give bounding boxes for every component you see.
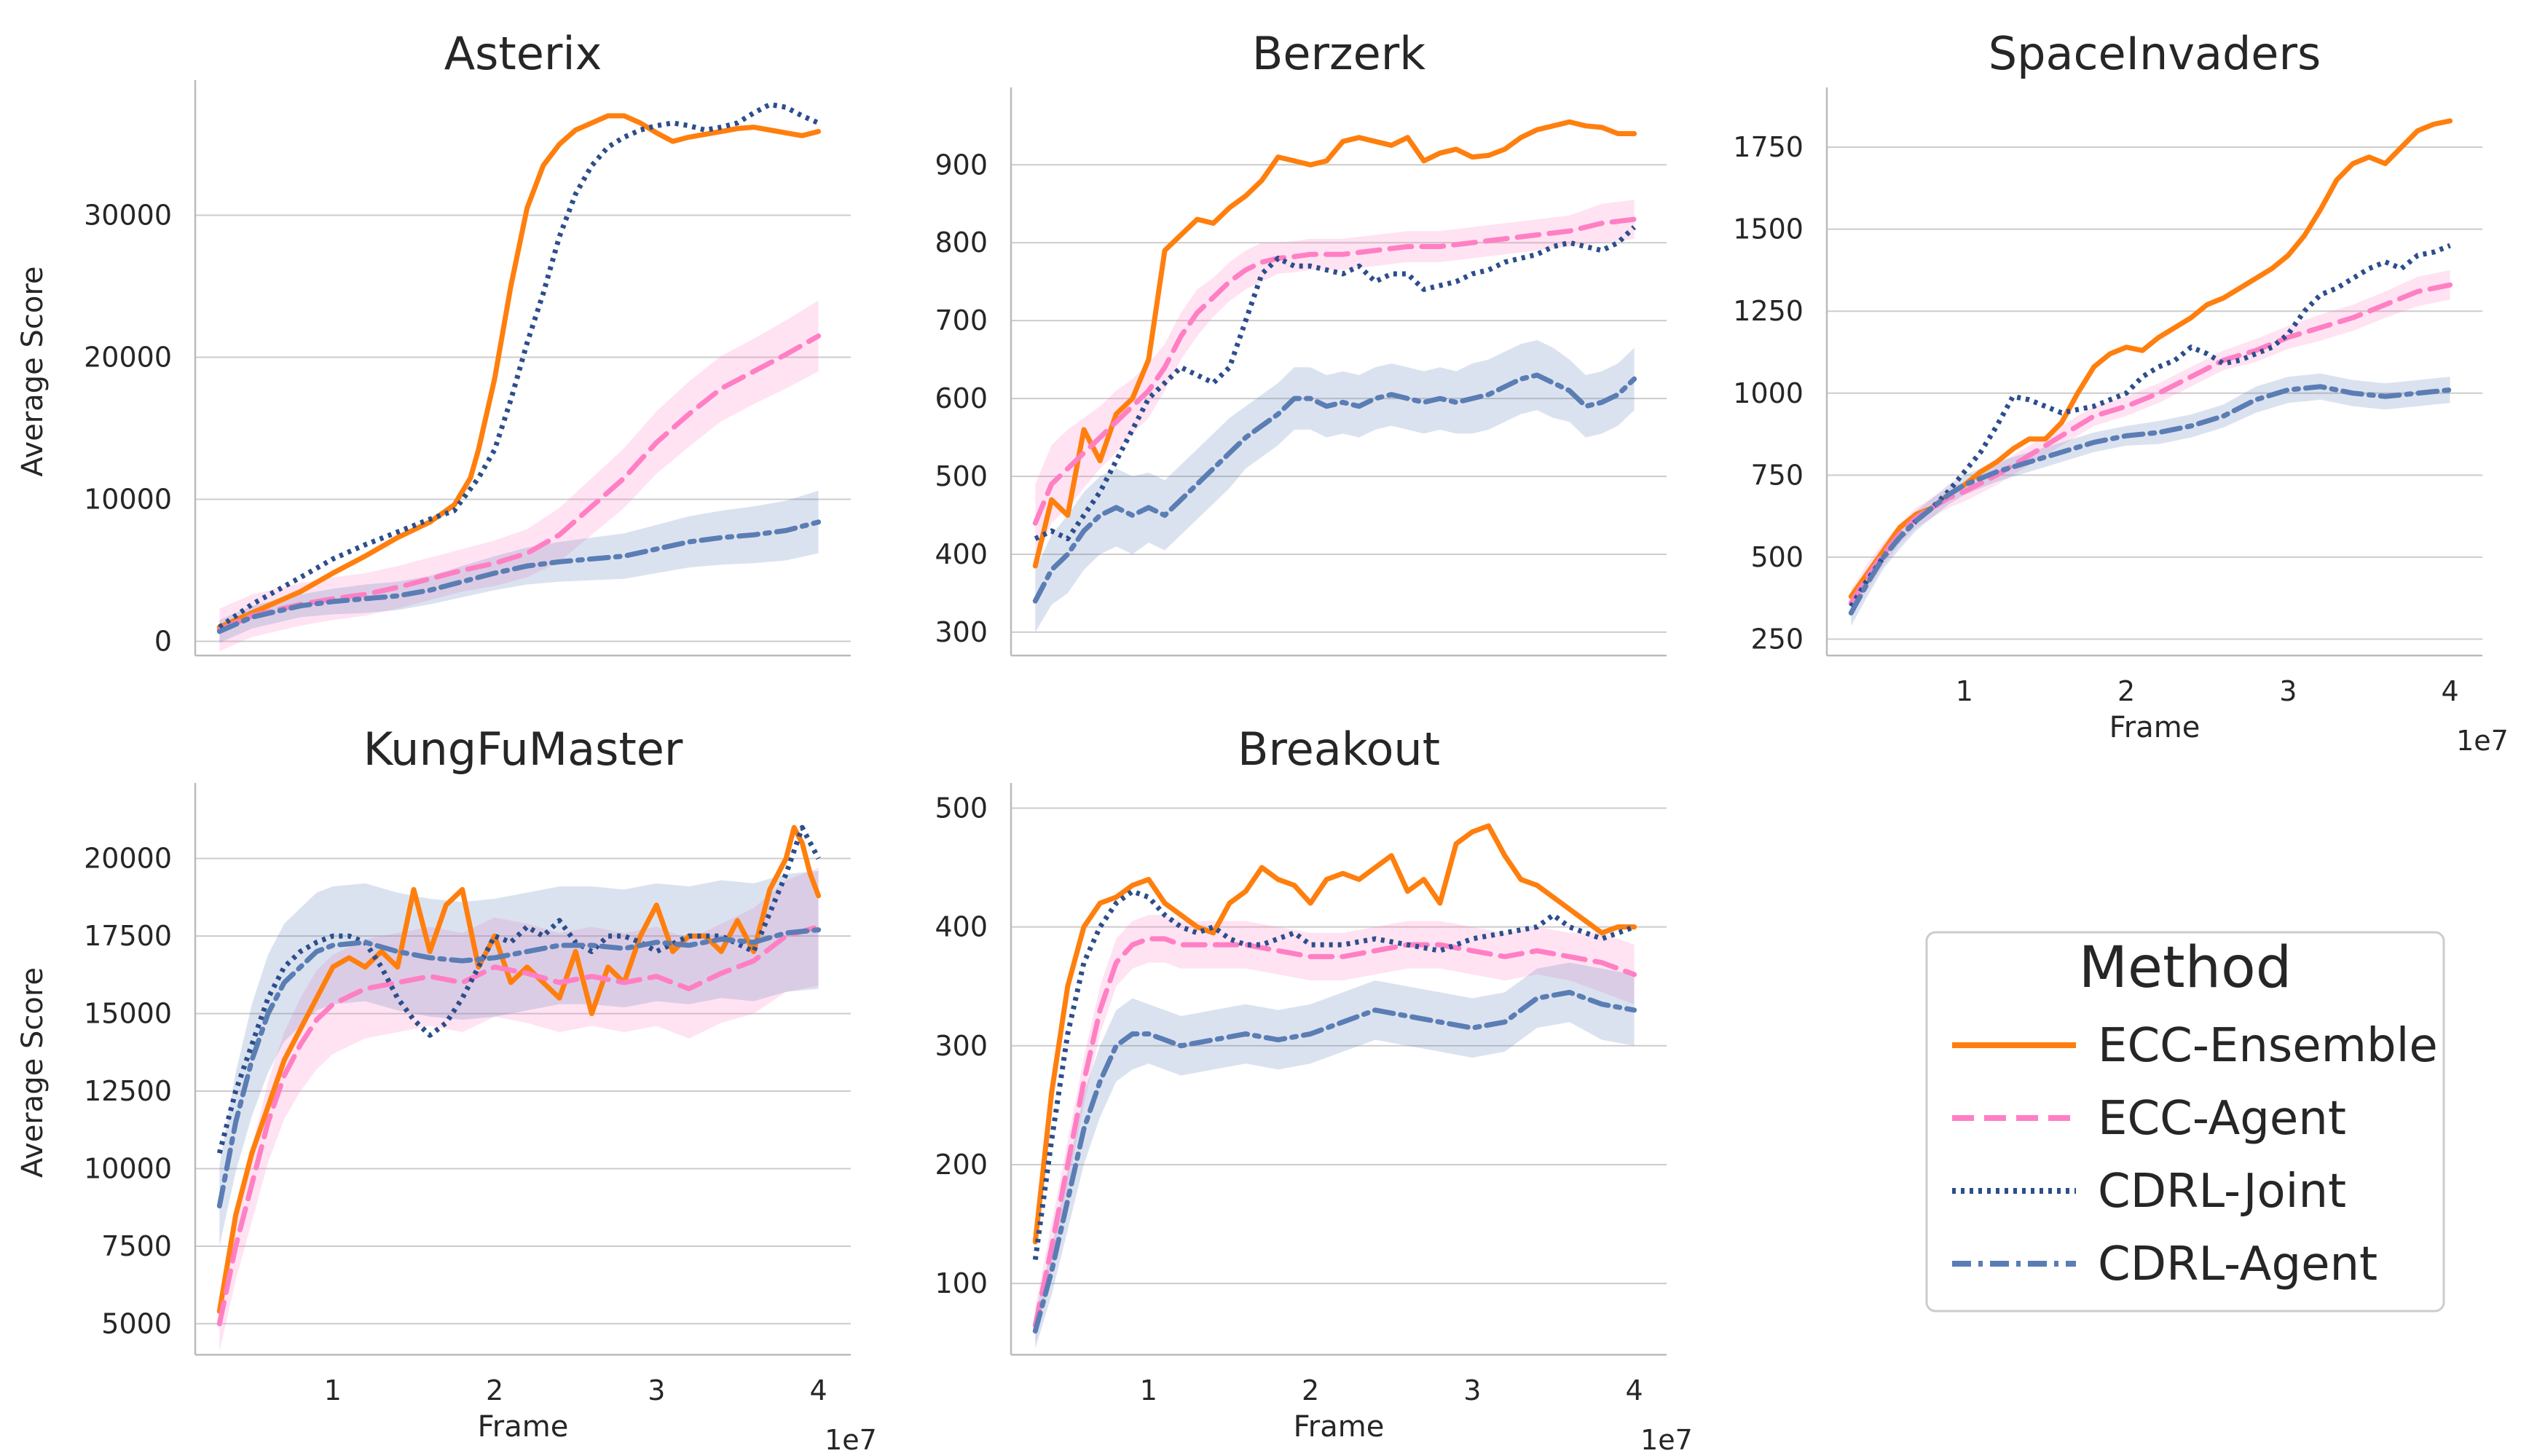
- x-tick-label: 3: [2279, 675, 2297, 707]
- x-axis-label: Frame: [478, 1410, 569, 1444]
- y-tick-label: 400: [935, 911, 988, 943]
- legend-label: ECC-Ensemble: [2098, 1019, 2438, 1073]
- series-cdrl-agent: [1848, 384, 2453, 615]
- series-cdrl-joint: [218, 101, 820, 629]
- y-tick-label: 20000: [84, 342, 172, 374]
- x-tick-label: 1: [1956, 675, 1973, 707]
- legend-frame: [1925, 931, 2445, 1313]
- legend-label: CDRL-Agent: [2098, 1237, 2378, 1291]
- y-tick-label: 1000: [1733, 377, 1804, 409]
- y-tick-label: 5000: [101, 1307, 172, 1339]
- series-cdrl-joint: [1032, 889, 1635, 1260]
- y-tick-label: 1750: [1733, 131, 1804, 163]
- x-tick-label: 2: [486, 1374, 503, 1406]
- y-tick-label: 600: [935, 382, 988, 414]
- x-multiplier: 1e7: [2456, 725, 2509, 757]
- y-tick-label: 250: [1750, 623, 1804, 655]
- x-tick-label: 4: [809, 1374, 827, 1406]
- x-multiplier: 1e7: [825, 1424, 877, 1456]
- y-tick-label: 500: [935, 792, 988, 824]
- band-cdrl-agent: [1035, 339, 1635, 632]
- x-tick-label: 1: [1140, 1374, 1157, 1406]
- x-tick-label: 2: [1302, 1374, 1319, 1406]
- y-axis-label: Average Score: [16, 266, 50, 476]
- y-tick-label: 30000: [84, 200, 172, 232]
- series-ecc-ensemble: [1032, 119, 1637, 569]
- x-multiplier: 1e7: [1640, 1424, 1693, 1456]
- panel-title: Breakout: [1238, 723, 1440, 776]
- panel-title: Asterix: [444, 27, 602, 80]
- y-tick-label: 12500: [84, 1075, 172, 1107]
- x-tick-label: 4: [1625, 1374, 1643, 1406]
- series-ecc-agent: [216, 924, 822, 1326]
- series-cdrl-agent: [216, 927, 822, 1209]
- x-axis-label: Frame: [1294, 1410, 1385, 1444]
- panel-title: Berzerk: [1252, 27, 1425, 80]
- y-tick-label: 800: [935, 227, 988, 259]
- y-tick-label: 500: [1750, 541, 1804, 573]
- band-cdrl-agent: [1035, 962, 1635, 1349]
- x-tick-label: 2: [2117, 675, 2135, 707]
- y-tick-label: 1500: [1733, 213, 1804, 245]
- y-tick-label: 15000: [84, 998, 172, 1030]
- series-ecc-ensemble: [1848, 118, 2453, 599]
- series-ecc-agent: [1848, 282, 2453, 606]
- series-cdrl-agent: [1032, 989, 1637, 1334]
- y-tick-label: 0: [154, 626, 172, 658]
- y-tick-label: 400: [935, 538, 988, 570]
- y-tick-label: 200: [935, 1149, 988, 1181]
- y-tick-label: 7500: [101, 1230, 172, 1262]
- x-tick-label: 3: [1463, 1374, 1481, 1406]
- panel-title: SpaceInvaders: [1989, 27, 2321, 80]
- legend-item-ecc-ensemble: ECC-Ensemble: [1952, 1019, 2438, 1073]
- series-ecc-agent: [1032, 936, 1637, 1328]
- x-tick-label: 1: [324, 1374, 342, 1406]
- y-tick-label: 900: [935, 149, 988, 181]
- y-tick-label: 10000: [84, 1153, 172, 1185]
- y-tick-label: 500: [935, 460, 988, 492]
- band-ecc-agent: [1035, 200, 1635, 562]
- y-tick-label: 20000: [84, 843, 172, 875]
- legend-item-ecc-agent: ECC-Agent: [1952, 1092, 2346, 1146]
- series-cdrl-joint: [216, 825, 821, 1154]
- x-tick-label: 4: [2441, 675, 2458, 707]
- x-tick-label: 3: [648, 1374, 665, 1406]
- panel-asterix: 0 10000 20000 30000 Asterix Average Score: [16, 27, 851, 658]
- series-ecc-agent: [216, 333, 822, 633]
- series-ecc-ensemble: [1032, 823, 1637, 1245]
- legend-item-cdrl-agent: CDRL-Agent: [1952, 1237, 2378, 1291]
- panel-spaceinvaders: 250 500 750 1000 1250 1500 1750 1 2 3 4 1e7 SpaceInv…: [1733, 27, 2509, 757]
- legend-item-cdrl-joint: CDRL-Joint: [1952, 1165, 2346, 1219]
- legend: Method ECC-Ensemble ECC-Agent CDRL-Joint CD…: [1925, 931, 2445, 1313]
- panel-breakout: 100 200 300 400 500 1 2 3 4 1e7 Breakout Frame: [935, 723, 1692, 1456]
- legend-title: Method: [2079, 935, 2292, 1001]
- series-ecc-agent: [1032, 216, 1637, 526]
- y-tick-label: 300: [935, 616, 988, 648]
- panel-kungfumaster: 5000 7500 10000 12500 15000 17500 20000 1 2 3 4 1e7…: [16, 723, 877, 1456]
- legend-label: ECC-Agent: [2098, 1092, 2346, 1146]
- series-ecc-ensemble: [216, 113, 822, 630]
- y-tick-label: 17500: [84, 920, 172, 952]
- series-cdrl-agent: [1032, 372, 1637, 604]
- y-tick-label: 1250: [1733, 295, 1804, 327]
- panel-berzerk: 300 400 500 600 700 800 900 Berzerk: [935, 27, 1667, 657]
- y-tick-label: 100: [935, 1267, 988, 1299]
- y-tick-label: 700: [935, 304, 988, 337]
- band-cdrl-agent: [1851, 373, 2450, 626]
- panel-title: KungFuMaster: [363, 723, 683, 776]
- y-tick-label: 750: [1750, 459, 1804, 491]
- series-cdrl-agent: [216, 519, 822, 634]
- series-cdrl-joint: [1034, 225, 1637, 542]
- legend-label: CDRL-Joint: [2098, 1165, 2346, 1219]
- x-axis-label: Frame: [2109, 711, 2201, 744]
- y-tick-label: 300: [935, 1030, 988, 1062]
- y-tick-label: 10000: [84, 484, 172, 516]
- band-ecc-agent: [219, 300, 819, 652]
- y-axis-label: Average Score: [16, 967, 50, 1178]
